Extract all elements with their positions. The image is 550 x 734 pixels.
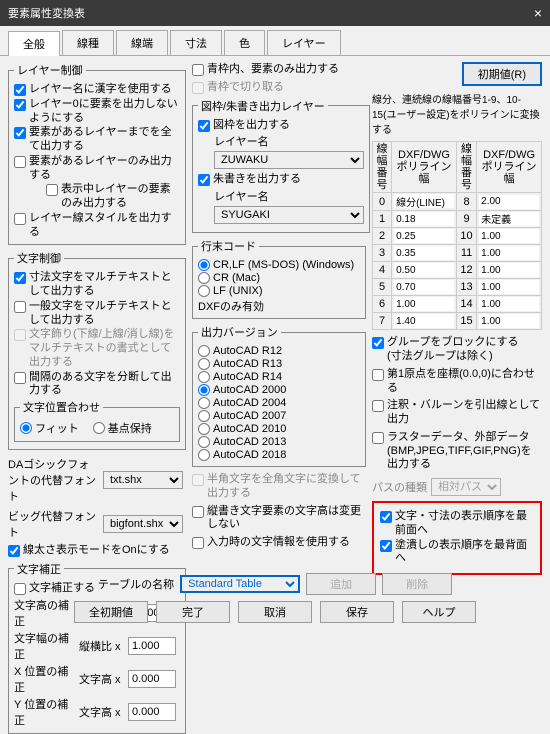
red-layer-select[interactable]: SYUGAKI	[214, 206, 364, 224]
rad-fit[interactable]: フィット	[20, 420, 79, 436]
rad-lf[interactable]: LF (UNIX)	[198, 285, 360, 297]
eol-group-label: 行末コード	[198, 238, 259, 254]
chk-all-layers[interactable]: 要素があるレイヤーまでを全て出力する	[14, 126, 180, 154]
chk-leader[interactable]: 注釈・バルーンを引出線として出力	[372, 399, 542, 427]
da-font-label: DAゴシックフォントの代替フォント	[8, 456, 100, 504]
ver-group-label: 出力バージョン	[198, 324, 281, 340]
init-button[interactable]: 初期値(R)	[462, 62, 542, 86]
frame-layer-select[interactable]: ZUWAKU	[214, 151, 364, 169]
table-row: 614	[373, 296, 542, 313]
chk-group-block[interactable]: グループをブロックにする(寸法グループは除く)	[372, 336, 542, 364]
chk-frame[interactable]: 図枠を出力する	[198, 119, 364, 133]
tab-layer[interactable]: レイヤー	[267, 30, 341, 55]
chk-origin[interactable]: 第1原点を座標(0.0,0)に合わせる	[372, 368, 542, 396]
table-row: 08	[373, 193, 542, 211]
add-button: 追加	[306, 573, 376, 595]
chk-kanji[interactable]: レイヤー名に漢字を使用する	[14, 83, 180, 97]
chk-layer-style[interactable]: レイヤー線スタイルを出力する	[14, 212, 180, 240]
da-font-select[interactable]: txt.shx	[103, 471, 183, 489]
chk-input-info[interactable]: 入力時の文字情報を使用する	[192, 536, 366, 550]
align-group-label: 文字位置合わせ	[20, 399, 103, 415]
rad-ver-3[interactable]: AutoCAD 2000	[198, 384, 360, 396]
table-name-select[interactable]: Standard Table	[180, 575, 300, 593]
linewidth-table: 線幅番号DXF/DWGポリライン幅線幅番号DXF/DWGポリライン幅 08192…	[372, 141, 542, 330]
polyline-note: 線分、連続線の線幅番号1-9、10-15(ユーザー設定)をポリラインに変換する	[372, 91, 542, 136]
table-row: 513	[373, 279, 542, 296]
rad-ver-5[interactable]: AutoCAD 2007	[198, 410, 360, 422]
rad-ver-7[interactable]: AutoCAD 2013	[198, 436, 360, 448]
rad-crlf[interactable]: CR,LF (MS-DOS) (Windows)	[198, 259, 360, 271]
table-row: 19	[373, 210, 542, 228]
inp-x[interactable]	[128, 670, 176, 688]
tab-dim[interactable]: 寸法	[170, 30, 222, 55]
chk-decoration: 文字飾り(下線/上線/消し線)をマルチテキストの書式として出力する	[14, 328, 180, 369]
big-font-label: ビッグ代替フォント	[8, 508, 100, 540]
help-button[interactable]: ヘルプ	[402, 601, 476, 623]
chk-vertical[interactable]: 縦書き文字要素の文字高は変更しない	[192, 505, 366, 533]
rad-ver-8[interactable]: AutoCAD 2018	[198, 449, 360, 461]
tab-lineend[interactable]: 線端	[116, 30, 168, 55]
table-row: 412	[373, 262, 542, 279]
done-button[interactable]: 完了	[156, 601, 230, 623]
inp-width[interactable]	[128, 637, 176, 655]
delete-button: 削除	[382, 573, 452, 595]
rad-ver-4[interactable]: AutoCAD 2004	[198, 397, 360, 409]
fig-group-label: 図枠/朱書き出力レイヤー	[198, 98, 328, 114]
rad-ver-6[interactable]: AutoCAD 2010	[198, 423, 360, 435]
highlight-box: 文字・寸法の表示順序を最前面へ 塗潰しの表示順序を最背面へ	[372, 501, 542, 575]
chk-layer0[interactable]: レイヤー0に要素を出力しないようにする	[14, 98, 180, 126]
path-label: パスの種類	[372, 479, 427, 495]
path-select: 相対パス	[431, 478, 501, 496]
tab-bar: 全般 線種 線端 寸法 色 レイヤー	[0, 26, 550, 56]
rad-ver-0[interactable]: AutoCAD R12	[198, 345, 360, 357]
all-init-button[interactable]: 全初期値	[74, 601, 148, 623]
cancel-button[interactable]: 取消	[238, 601, 312, 623]
rad-base[interactable]: 基点保持	[93, 420, 152, 436]
layer-group-label: レイヤー制御	[14, 62, 86, 78]
chk-only-elem[interactable]: 要素があるレイヤーのみ出力する	[14, 155, 180, 183]
close-icon[interactable]: ×	[534, 5, 542, 21]
chk-gen-mtext[interactable]: 一般文字をマルチテキストとして出力する	[14, 300, 180, 328]
tab-general[interactable]: 全般	[8, 31, 60, 56]
table-row: 715	[373, 313, 542, 330]
chk-bluebox[interactable]: 青枠内、要素のみ出力する	[192, 63, 366, 77]
chk-dim-mtext[interactable]: 寸法文字をマルチテキストとして出力する	[14, 271, 180, 299]
chk-visible-only[interactable]: 表示中レイヤーの要素のみ出力する	[46, 183, 180, 211]
corr-group-label: 文字補正	[14, 561, 64, 577]
chk-split[interactable]: 間隔のある文字を分断して出力する	[14, 371, 180, 399]
tab-linetype[interactable]: 線種	[62, 30, 114, 55]
chk-raster[interactable]: ラスターデータ、外部データ(BMP,JPEG,TIFF,GIF,PNG)を出力す…	[372, 431, 542, 472]
chk-fill-back[interactable]: 塗潰しの表示順序を最背面へ	[380, 539, 534, 567]
table-name-label: テーブルの名称	[98, 576, 174, 592]
table-row: 210	[373, 228, 542, 245]
rad-ver-1[interactable]: AutoCAD R13	[198, 358, 360, 370]
text-group-label: 文字制御	[14, 250, 64, 266]
save-button[interactable]: 保存	[320, 601, 394, 623]
chk-text-front[interactable]: 文字・寸法の表示順序を最前面へ	[380, 510, 534, 538]
big-font-select[interactable]: bigfont.shx	[103, 515, 183, 533]
chk-bold[interactable]: 線太さ表示モードをOnにする	[8, 544, 186, 558]
chk-hankaku: 半角文字を全角文字に変換して出力する	[192, 473, 366, 501]
inp-y[interactable]	[128, 703, 176, 721]
rad-ver-2[interactable]: AutoCAD R14	[198, 371, 360, 383]
rad-cr[interactable]: CR (Mac)	[198, 272, 360, 284]
tab-color[interactable]: 色	[224, 30, 265, 55]
chk-bluecut: 青枠で切り取る	[192, 81, 366, 95]
table-row: 311	[373, 245, 542, 262]
window-title: 要素属性変換表	[8, 5, 85, 21]
chk-red[interactable]: 朱書きを出力する	[198, 173, 364, 187]
